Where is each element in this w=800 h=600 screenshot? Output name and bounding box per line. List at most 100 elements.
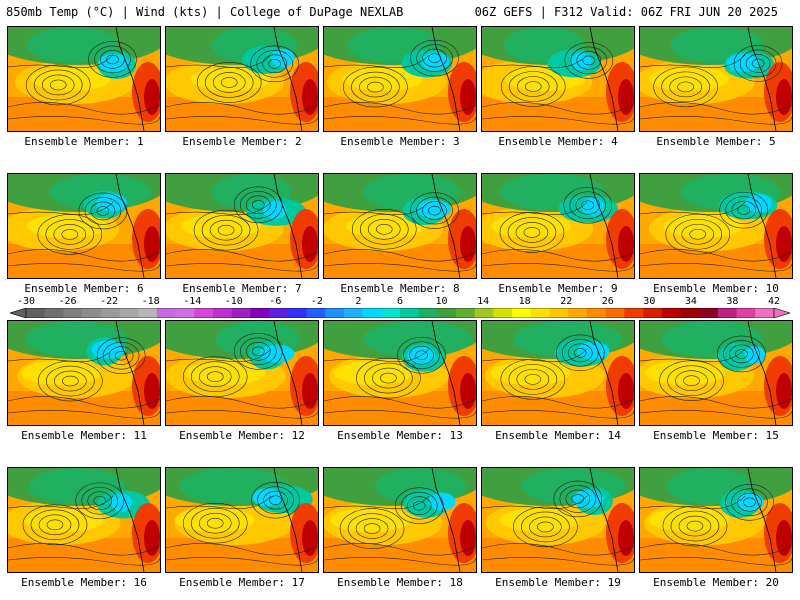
coastline <box>589 174 619 278</box>
bg-cold <box>421 52 449 71</box>
bg-hot <box>460 373 476 409</box>
colorbar-tick-label: -10 <box>224 296 243 307</box>
contours <box>324 336 476 419</box>
map-graphic <box>166 468 318 572</box>
map-graphic <box>482 468 634 572</box>
ensemble-member-label: Ensemble Member: 16 <box>21 576 147 589</box>
bg-band <box>333 361 414 385</box>
ensemble-map-16 <box>7 467 161 573</box>
bg-cold <box>96 193 127 212</box>
title-left: 850mb Temp (°C) | Wind (kts) | College o… <box>6 5 404 19</box>
colorbar-segment <box>717 308 737 318</box>
contours <box>324 487 476 566</box>
bg-cold <box>571 490 604 509</box>
colorbar-segment <box>568 308 588 318</box>
ensemble-map-6 <box>7 173 161 279</box>
coastline <box>115 174 145 278</box>
map-graphic <box>8 321 160 425</box>
bg-hot <box>618 520 634 556</box>
colorbar-tick-label: -6 <box>269 296 282 307</box>
colorbar-segment <box>587 308 606 318</box>
colorbar-segment <box>400 308 419 318</box>
colorbar-tick-label: -26 <box>58 296 77 307</box>
coastline <box>8 348 114 362</box>
colorbar-tick-label: 38 <box>726 296 739 307</box>
colorbar-segment <box>138 308 158 318</box>
colorbar-segment <box>643 308 663 318</box>
bg-hot <box>144 373 160 409</box>
colorbar-tick-label: -30 <box>16 296 36 307</box>
ensemble-map-15 <box>639 320 793 426</box>
map-graphic <box>166 321 318 425</box>
ensemble-map-5 <box>639 26 793 132</box>
colorbar-segment <box>194 308 214 318</box>
map-graphic <box>482 174 634 278</box>
colorbar-segment <box>44 308 64 318</box>
bg-hot <box>776 226 792 262</box>
bg-band <box>648 67 729 91</box>
coastline <box>747 468 777 572</box>
colorbar-tick-label: 30 <box>643 296 656 307</box>
bg-hot <box>460 520 476 556</box>
ensemble-member-label: Ensemble Member: 10 <box>653 282 779 295</box>
map-graphic <box>640 321 792 425</box>
colorbar-tick-label: 22 <box>560 296 573 307</box>
colorbar-tick-label: -14 <box>183 296 202 307</box>
ensemble-map-19 <box>481 467 635 573</box>
bg-band <box>342 67 423 91</box>
coastline <box>431 468 461 572</box>
colorbar-segment <box>474 308 494 318</box>
colorbar-tick-label: 42 <box>767 296 781 307</box>
colorbar-segment <box>512 308 532 318</box>
coastline <box>640 348 746 362</box>
bg-cold <box>428 492 456 511</box>
colorbar: -30 -26 -22 -18 -14 -10 -6 -2 2 6 10 14 18 22 26 30 34 38… <box>10 296 790 318</box>
coastline <box>324 201 430 215</box>
coastline <box>747 27 777 131</box>
coastline <box>747 321 777 425</box>
ensemble-map-2 <box>165 26 319 132</box>
coastline <box>8 54 114 68</box>
contours <box>8 192 160 272</box>
ensemble-member-label: Ensemble Member: 6 <box>24 282 144 295</box>
colorbar-segment <box>82 308 102 318</box>
coastline <box>482 495 588 509</box>
contours <box>482 186 634 272</box>
contours <box>166 332 318 419</box>
bg-hot <box>144 79 160 115</box>
colorbar-segment <box>26 308 45 318</box>
colorbar-segment <box>418 308 438 318</box>
ensemble-member-label: Ensemble Member: 8 <box>340 282 460 295</box>
bg-hot <box>618 79 634 115</box>
bg-hot <box>776 79 792 115</box>
coastline <box>273 468 303 572</box>
ensemble-map-11 <box>7 320 161 426</box>
coastline <box>166 495 272 509</box>
bg-hot <box>144 520 160 556</box>
colorbar-tick-label: 2 <box>355 296 362 307</box>
map-graphic <box>482 321 634 425</box>
bg-hot <box>776 373 792 409</box>
ensemble-member-label: Ensemble Member: 3 <box>340 135 460 148</box>
bg-cold <box>259 344 295 363</box>
colorbar-segment <box>250 308 270 318</box>
ensemble-map-13 <box>323 320 477 426</box>
coastline <box>431 27 461 131</box>
colorbar-tick-label: 34 <box>684 296 697 307</box>
coastline <box>482 54 588 68</box>
ensemble-map-12 <box>165 320 319 426</box>
coastline <box>431 321 461 425</box>
colorbar-segment <box>437 308 457 318</box>
ensemble-member-label: Ensemble Member: 1 <box>24 135 144 148</box>
colorbar-arrow-left <box>10 308 27 318</box>
title-right: 06Z GEFS | F312 Valid: 06Z FRI JUN 20 20… <box>474 5 778 19</box>
bg-hot <box>460 226 476 262</box>
colorbar-segment <box>119 308 139 318</box>
coastline <box>640 201 746 215</box>
map-graphic <box>640 174 792 278</box>
bg-band <box>185 361 266 385</box>
bg-cold <box>744 345 766 364</box>
coastline <box>482 348 588 362</box>
coastline <box>640 54 746 68</box>
colorbar-segment <box>287 308 307 318</box>
